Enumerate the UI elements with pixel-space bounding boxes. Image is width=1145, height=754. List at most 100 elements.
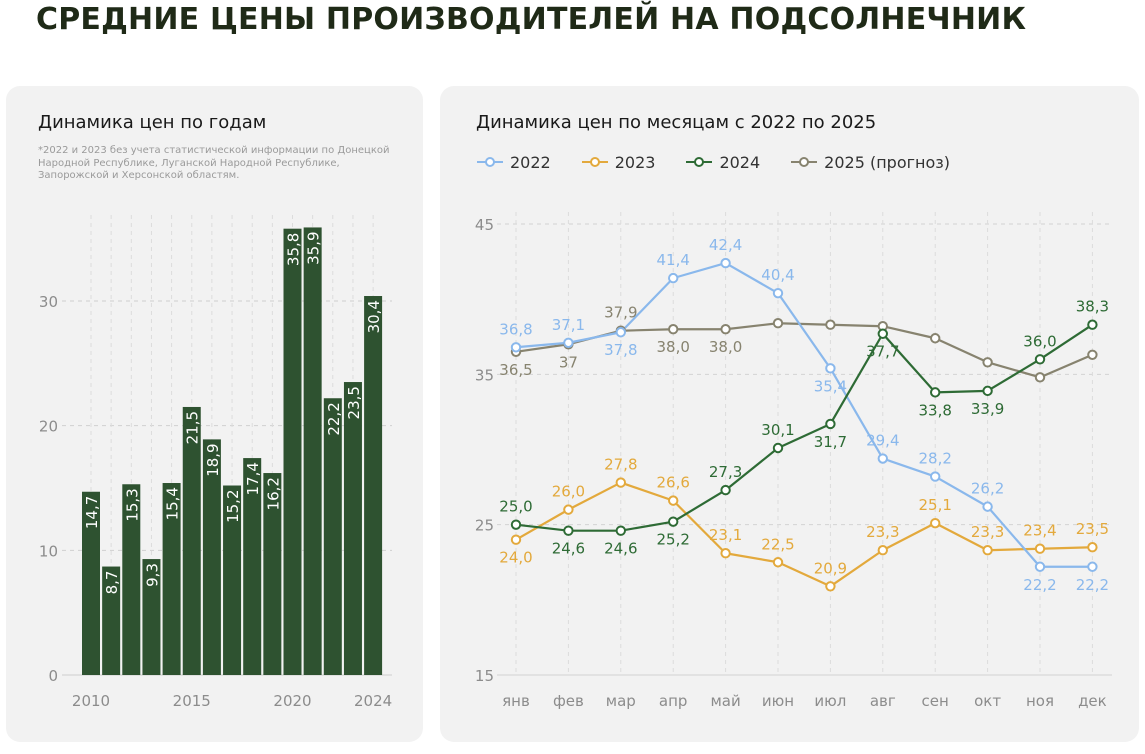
data-point [1087,561,1098,572]
data-label: 24,6 [552,540,585,558]
data-point [1087,542,1098,553]
data-label: 26,2 [971,480,1004,498]
data-label: 37,1 [552,316,585,334]
bar-2022 [323,398,342,675]
data-point [720,257,731,269]
data-label: 27,3 [709,463,742,481]
data-point [772,318,784,329]
data-label: 37,7 [866,343,899,361]
data-label: 37 [559,353,578,371]
y-tick-label: 0 [48,667,58,685]
data-label: 20,9 [814,559,847,577]
y-tick-label: 25 [475,517,494,535]
data-point [668,272,679,284]
data-point [720,324,731,335]
bar-value-label: 30,4 [365,300,383,333]
data-point [930,387,941,398]
data-point [1034,354,1046,365]
yearly-chart-footnote: *2022 и 2023 без учета статистической ин… [38,145,390,181]
bar-value-label: 16,2 [264,477,282,510]
bar-2012 [122,484,141,675]
bar-2020 [283,228,302,675]
data-label: 22,5 [761,535,794,553]
data-label: 33,8 [918,401,951,419]
data-point [1034,561,1046,572]
data-label: 30,1 [761,421,794,439]
data-point [1034,543,1046,554]
data-point [1034,372,1046,383]
y-tick-label: 20 [39,418,58,436]
bar-2018 [243,458,262,675]
data-point [563,504,574,515]
x-tick-label: дек [1078,692,1107,710]
series-line-2022 [515,261,1093,568]
data-point [930,517,941,529]
data-point [668,516,679,527]
data-label: 29,4 [866,432,899,450]
data-point [877,453,888,464]
monthly-chart-title: Динамика цен по месяцам с 2022 по 2025 [476,112,877,133]
data-label: 26,6 [656,474,689,492]
data-label: 42,4 [709,236,742,254]
legend-marker-icon [581,157,608,167]
data-label: 25,0 [499,498,532,516]
bar-value-label: 15,4 [164,487,182,520]
data-label: 33,9 [971,400,1004,418]
data-label: 28,2 [918,450,951,468]
page-title: СРЕДНИЕ ЦЕНЫ ПРОИЗВОДИТЕЛЕЙ НА ПОДСОЛНЕЧ… [36,2,1027,37]
bar-2019 [263,473,282,675]
data-point [720,484,731,496]
x-tick-label: май [710,692,740,710]
data-label: 38,0 [709,338,742,356]
data-point [825,363,836,374]
x-tick-label: июл [814,692,846,710]
bar-value-label: 8,7 [103,571,121,595]
data-point [668,495,679,506]
data-label: 40,4 [761,266,794,284]
data-point [825,319,836,330]
data-point [982,501,993,512]
data-point [1087,349,1098,360]
yearly-chart-title: Динамика цен по годам [38,112,267,133]
legend-item: 2022 [476,153,551,172]
y-tick-label: 15 [475,667,494,685]
monthly-chart-panel [440,86,1139,742]
data-point [772,287,784,299]
data-point [720,548,731,559]
data-label: 27,8 [604,456,637,474]
bar-2015 [182,406,201,675]
data-label: 25,1 [918,496,951,514]
data-label: 23,1 [709,526,742,544]
data-label: 22,2 [1023,576,1056,594]
bar-2024 [364,296,383,675]
bar-value-label: 14,7 [83,496,101,529]
data-point [772,557,784,568]
bar-2016 [202,439,221,675]
x-tick-label: авг [870,692,896,710]
monthly-chart-legend: 2022 2023 2024 2025 (прогноз) [476,150,950,174]
data-point [510,342,522,353]
data-label: 23,3 [971,523,1004,541]
data-label: 37,8 [604,341,637,359]
data-label: 24,6 [604,540,637,558]
bar-value-label: 15,3 [123,488,141,521]
bar-value-label: 35,9 [305,231,323,264]
x-tick-label: мар [606,692,636,710]
data-point [615,327,626,338]
data-label: 36,0 [1023,332,1056,350]
legend-label: 2023 [614,152,656,172]
y-tick-label: 10 [39,542,58,560]
legend-item: 2023 [581,152,656,172]
bar-value-label: 22,2 [325,402,343,435]
legend-label: 2025 (прогноз) [824,152,951,172]
y-tick-label: 35 [475,366,494,384]
series-line-2024 [515,323,1094,532]
data-point [825,581,836,592]
legend-marker-icon [686,157,713,167]
x-tick-label: 2020 [273,692,311,710]
data-point [563,525,574,536]
bar-value-label: 23,5 [345,386,363,419]
data-label: 24,0 [499,549,532,567]
bar-2014 [162,483,181,675]
data-point [930,471,941,482]
